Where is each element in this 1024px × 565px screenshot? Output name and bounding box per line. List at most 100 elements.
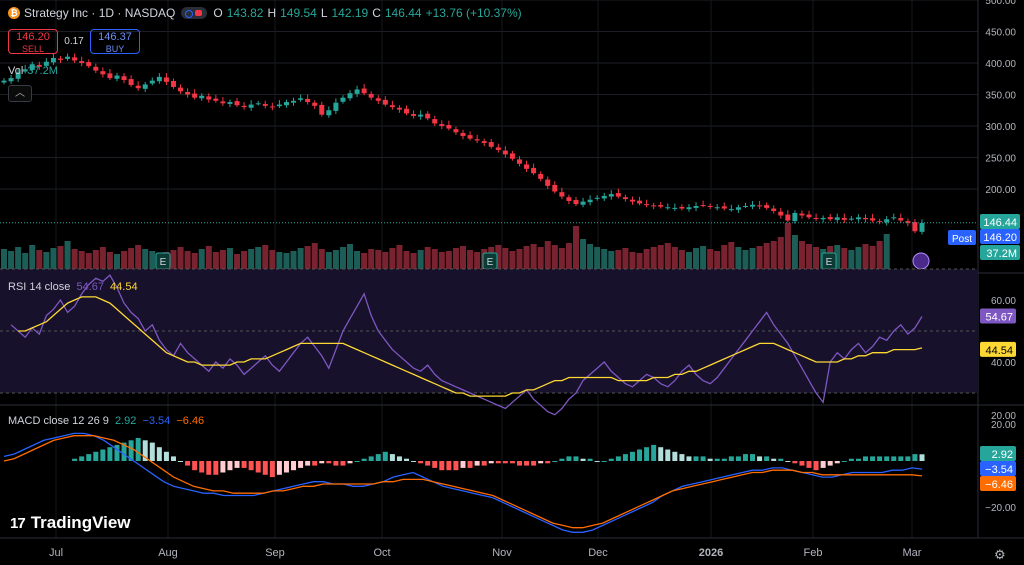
trade-panel: 146.20 SELL 0.17 146.37 BUY xyxy=(8,29,140,54)
open-label: O xyxy=(213,6,223,20)
macd-histogram-bar xyxy=(891,456,897,461)
candle-body xyxy=(538,173,544,179)
macd-histogram-bar xyxy=(460,461,466,468)
candle-body xyxy=(905,221,911,224)
volume-bar xyxy=(382,252,389,271)
volume-bar xyxy=(763,243,770,271)
rsi-axis-tick: 40.00 xyxy=(991,358,1016,369)
macd-histogram-bar xyxy=(305,461,311,466)
macd-histogram-bar xyxy=(135,438,141,461)
macd-histogram-bar xyxy=(382,451,388,461)
macd-histogram-bar xyxy=(86,454,92,461)
symbol-title[interactable]: Strategy Inc · 1D · NASDAQ xyxy=(24,6,176,20)
candle-body xyxy=(644,204,650,206)
macd-histogram-bar xyxy=(820,461,826,468)
volume-bar xyxy=(848,250,855,271)
volume-bar xyxy=(784,223,791,271)
tradingview-logo-icon: 17 xyxy=(10,514,26,532)
price-axis-tick: 250.00 xyxy=(985,154,1016,165)
price-axis-tick: 200.00 xyxy=(985,185,1016,196)
candle-body xyxy=(792,212,798,222)
candle-body xyxy=(841,217,847,220)
sell-button[interactable]: 146.20 SELL xyxy=(8,29,58,54)
volume-bar xyxy=(636,253,643,271)
macd-legend[interactable]: MACD close 12 26 9 2.92 −3.54 −6.46 xyxy=(8,415,204,427)
macd-histogram-bar xyxy=(531,461,537,466)
macd-histogram-bar xyxy=(107,447,113,461)
volume-bar xyxy=(798,241,805,271)
macd-histogram-bar xyxy=(898,456,904,461)
candle-body xyxy=(622,197,628,200)
gear-icon[interactable]: ⚙ xyxy=(994,547,1006,562)
volume-bar xyxy=(43,252,50,271)
candle-body xyxy=(608,194,614,197)
volume-bar xyxy=(813,247,820,271)
volume-bar xyxy=(806,244,813,271)
candle-body xyxy=(72,57,78,61)
macd-histogram-bar xyxy=(672,451,678,461)
volume-bar xyxy=(721,245,728,271)
candle-body xyxy=(679,206,685,209)
time-axis-tick: Oct xyxy=(373,547,390,559)
candle-body xyxy=(863,217,869,220)
volume-bar xyxy=(396,245,403,271)
macd-histogram-bar xyxy=(778,458,784,461)
macd-histogram-bar xyxy=(721,458,727,461)
volume-bar xyxy=(234,254,241,271)
volume-bar xyxy=(601,249,608,271)
rsi-legend[interactable]: RSI 14 close 54.67 44.54 xyxy=(8,281,138,293)
macd-signal-label: −6.46 xyxy=(985,479,1013,491)
candle-body xyxy=(446,125,452,129)
candle-body xyxy=(531,167,537,174)
macd-histogram-bar xyxy=(121,442,127,461)
macd-histogram-bar xyxy=(637,449,643,461)
time-axis-tick: Sep xyxy=(265,547,285,559)
time-axis-tick: Aug xyxy=(158,547,178,559)
macd-histogram-bar xyxy=(453,461,459,471)
candle-body xyxy=(474,139,480,141)
macd-histogram-bar xyxy=(615,456,621,461)
volume-legend[interactable]: Vol 37.2M xyxy=(8,65,58,77)
symbol-header[interactable]: ₿ Strategy Inc · 1D · NASDAQ O 143.82 H 14… xyxy=(8,6,522,20)
time-axis-tick: Nov xyxy=(492,547,512,559)
candle-body xyxy=(509,153,515,159)
volume-bar xyxy=(361,253,368,271)
candle-body xyxy=(502,150,508,155)
macd-histogram-bar xyxy=(170,456,176,461)
candle-body xyxy=(891,217,897,219)
macd-histogram-bar xyxy=(806,461,812,468)
tradingview-logo[interactable]: 17 TradingView xyxy=(10,513,131,533)
close-label: C xyxy=(372,6,381,20)
candle-body xyxy=(22,69,28,72)
candle-body xyxy=(163,77,169,82)
macd-histogram-bar xyxy=(912,454,918,461)
candle-body xyxy=(481,141,487,144)
rsi-ma-value-label: 44.54 xyxy=(985,345,1013,357)
macd-signal-label-box xyxy=(980,476,1016,491)
change-value: +13.76 (+10.37%) xyxy=(425,6,522,20)
macd-histogram-bar xyxy=(742,454,748,461)
market-status-icon[interactable] xyxy=(181,7,208,19)
volume-bar xyxy=(580,239,587,271)
macd-histogram-bar xyxy=(114,444,120,461)
macd-histogram-bar xyxy=(601,461,607,462)
candle-body xyxy=(686,207,692,210)
volume-bar xyxy=(735,247,742,271)
buy-button[interactable]: 146.37 BUY xyxy=(90,29,140,54)
macd-histogram-bar xyxy=(728,456,734,461)
volume-bar xyxy=(78,251,85,271)
candle-body xyxy=(227,102,233,104)
candle-body xyxy=(389,105,395,108)
candle-body xyxy=(213,98,219,101)
macd-histogram-bar xyxy=(354,461,360,462)
volume-bar xyxy=(855,247,862,271)
candle-body xyxy=(884,219,890,223)
volume-bar xyxy=(622,248,629,271)
volume-bar xyxy=(113,254,120,271)
collapse-legend-button[interactable]: ︿ xyxy=(8,85,32,102)
candle-body xyxy=(665,207,671,209)
macd-histogram-bar xyxy=(495,461,501,464)
volume-bar xyxy=(834,245,841,271)
volume-bar xyxy=(678,250,685,271)
